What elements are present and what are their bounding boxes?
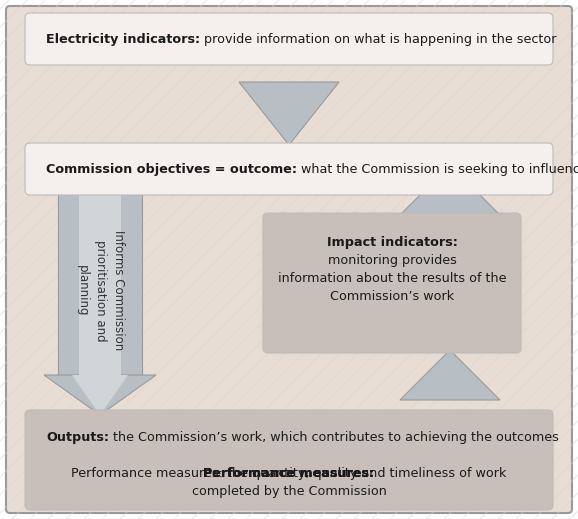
Text: Performance measures:: Performance measures: — [203, 467, 375, 480]
Polygon shape — [72, 375, 128, 415]
Text: Electricity indicators:: Electricity indicators: — [46, 33, 200, 46]
Text: monitoring provides
information about the results of the
Commission’s work: monitoring provides information about th… — [278, 254, 506, 303]
Bar — [79, 190, 121, 375]
Text: Impact indicators:: Impact indicators: — [327, 236, 457, 249]
Bar — [58, 190, 142, 375]
FancyBboxPatch shape — [25, 143, 553, 195]
Polygon shape — [400, 165, 500, 215]
FancyBboxPatch shape — [25, 410, 553, 510]
Text: Performance measures: the quantity, quality and timeliness of work
completed by : Performance measures: the quantity, qual… — [71, 467, 507, 498]
Text: Informs Commission
prioritisation and
planning: Informs Commission prioritisation and pl… — [76, 230, 124, 351]
Text: the Commission’s work, which contributes to achieving the outcomes: the Commission’s work, which contributes… — [109, 430, 559, 444]
Text: Performance measures:: Performance measures: — [203, 467, 375, 480]
Polygon shape — [400, 350, 500, 400]
Text: what the Commission is seeking to influence: what the Commission is seeking to influe… — [297, 162, 578, 175]
FancyBboxPatch shape — [6, 6, 572, 513]
FancyBboxPatch shape — [263, 213, 521, 353]
Text: provide information on what is happening in the sector: provide information on what is happening… — [200, 33, 557, 46]
Text: Outputs:: Outputs: — [46, 430, 109, 444]
Polygon shape — [239, 82, 339, 145]
FancyBboxPatch shape — [25, 13, 553, 65]
Text: Commission objectives = outcome:: Commission objectives = outcome: — [46, 162, 297, 175]
Text: Performance measures:: Performance measures: — [203, 467, 375, 480]
Polygon shape — [44, 375, 156, 415]
